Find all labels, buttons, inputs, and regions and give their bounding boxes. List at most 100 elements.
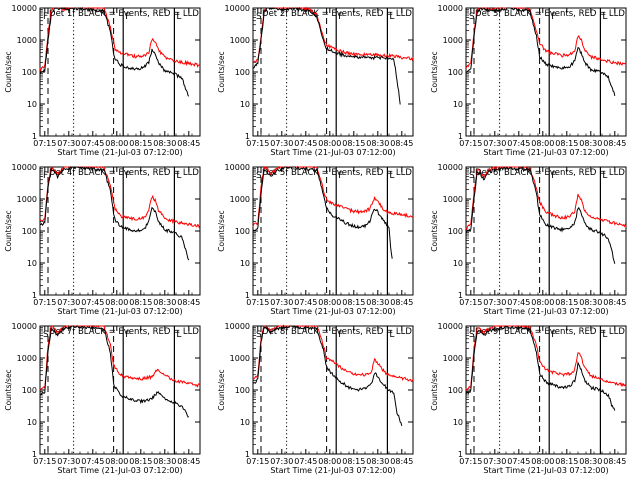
x-tick-label: 07:45 [294,457,317,466]
y-tick-label: 100 [448,68,463,77]
start-marker-label: S [256,330,262,340]
x-axis-label: Start Time (21-Jul-03 07:12:00) [57,466,182,475]
start-marker-label: S [256,171,262,181]
start-marker-label: S [469,12,475,22]
x-tick-label: 08:15 [129,457,152,466]
marker-label: L [602,330,607,340]
marker-label: F [338,12,343,22]
y-tick-label: 10000 [438,322,463,331]
y-tick-label: 1 [245,132,250,141]
x-tick-label: 07:15 [246,139,269,148]
y-tick-label: 1 [458,291,463,300]
x-tick-label: 08:00 [318,298,341,307]
start-marker-label: F [43,12,48,22]
x-tick-label: 08:00 [318,139,341,148]
y-tick-label: 1000 [443,195,463,204]
lld-series-line [465,6,627,69]
x-axis-label: Start Time (21-Jul-03 07:12:00) [270,466,395,475]
x-tick-label: 08:30 [579,139,602,148]
y-axis-label: Counts/sec [430,210,439,251]
y-tick-label: 10000 [225,4,250,13]
x-tick-label: 07:30 [483,457,506,466]
x-tick-label: 08:15 [342,298,365,307]
plot-frame [39,7,201,137]
events-series-line [465,166,616,264]
y-tick-label: 1 [32,132,37,141]
x-tick-label: 08:45 [390,298,413,307]
x-tick-label: 07:45 [81,457,104,466]
events-series-line [39,165,190,261]
start-marker-label: F [43,171,48,181]
x-tick-label: 07:15 [246,298,269,307]
x-tick-label: 08:45 [603,139,626,148]
marker-label: L [389,171,394,181]
y-tick-label: 10000 [225,163,250,172]
x-tick-label: 08:45 [390,457,413,466]
y-tick-label: 1000 [230,195,250,204]
y-tick-label: 10 [240,259,250,268]
y-tick-label: 1000 [17,36,37,45]
marker-label: F [125,12,130,22]
events-series-line [39,325,189,418]
y-tick-label: 10000 [12,163,37,172]
x-axis-label: Start Time (21-Jul-03 07:12:00) [270,148,395,157]
events-series-line [465,6,616,96]
events-series-line [252,166,393,259]
y-tick-label: 10 [27,259,37,268]
x-tick-label: 07:15 [33,139,56,148]
x-tick-label: 08:30 [366,457,389,466]
lld-series-line [39,166,201,229]
y-tick-label: 1 [245,291,250,300]
y-tick-label: 10000 [12,4,37,13]
y-tick-label: 10 [240,418,250,427]
marker-label: F [125,330,130,340]
y-tick-label: 10 [27,418,37,427]
x-tick-label: 08:45 [390,139,413,148]
x-tick-label: 08:15 [129,298,152,307]
y-axis-label: Counts/sec [217,51,226,92]
x-tick-label: 07:30 [57,298,80,307]
plot-frame [39,325,201,455]
x-tick-label: 08:00 [105,298,128,307]
x-axis-label: Start Time (21-Jul-03 07:12:00) [57,148,182,157]
y-tick-label: 1 [458,132,463,141]
y-tick-label: 10 [453,418,463,427]
x-tick-label: 08:30 [153,457,176,466]
y-tick-label: 1000 [230,354,250,363]
panel-title: Det 4f BLACK = Events, RED = LLD [49,168,199,178]
y-axis-label: Counts/sec [4,210,13,251]
events-series-line [465,325,616,411]
events-series-line [252,324,403,427]
marker-label: L [602,12,607,22]
x-tick-label: 08:30 [579,457,602,466]
y-tick-label: 100 [22,386,37,395]
y-tick-label: 1 [32,291,37,300]
x-tick-label: 07:30 [270,139,293,148]
x-axis-label: Start Time (21-Jul-03 07:12:00) [483,148,608,157]
x-tick-label: 07:30 [270,298,293,307]
y-tick-label: 1000 [443,354,463,363]
marker-label: F [551,171,556,181]
marker-label: L [389,12,394,22]
lld-series-line [252,165,414,227]
x-axis-label: Start Time (21-Jul-03 07:12:00) [483,466,608,475]
plot-frame [465,7,627,137]
x-tick-label: 08:15 [342,457,365,466]
y-tick-label: 100 [448,227,463,236]
x-tick-label: 08:15 [342,139,365,148]
lld-series-line [465,165,627,231]
y-tick-label: 1 [32,450,37,459]
x-tick-label: 07:15 [246,457,269,466]
y-tick-label: 100 [22,227,37,236]
panel-title: Det 1f BLACK = Events, RED = LLD [49,9,199,19]
y-tick-label: 100 [22,68,37,77]
x-tick-label: 07:30 [483,139,506,148]
panel-title: Det 8f BLACK = Events, RED = LLD [262,327,412,337]
panel-title: Det 2f BLACK = Events, RED = LLD [262,9,412,19]
y-axis-label: Counts/sec [217,210,226,251]
y-tick-label: 10 [453,100,463,109]
y-tick-label: 10000 [12,322,37,331]
x-tick-label: 08:30 [366,298,389,307]
x-tick-label: 07:30 [270,457,293,466]
x-tick-label: 07:45 [294,139,317,148]
